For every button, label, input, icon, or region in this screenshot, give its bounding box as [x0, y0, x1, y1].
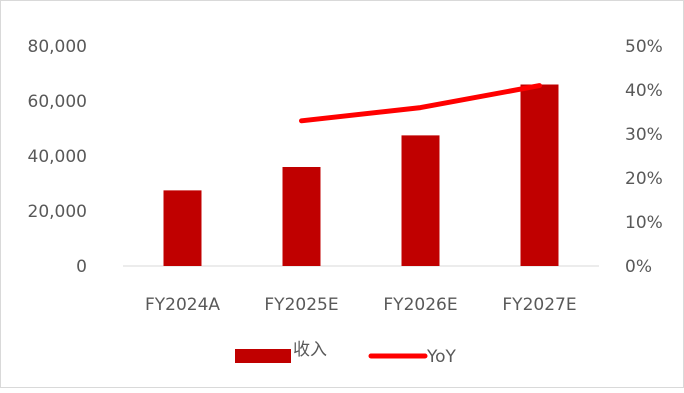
left-axis-tick-label: 0 — [76, 257, 87, 277]
x-axis-tick-label: FY2026E — [383, 295, 457, 315]
bar-fy2026e — [402, 135, 440, 266]
legend-label-revenue: 收入 — [293, 340, 327, 360]
right-axis-tick-label: 30% — [625, 125, 663, 145]
right-axis-tick-label: 40% — [625, 81, 663, 101]
bar-fy2027e — [521, 85, 559, 267]
bar-fy2025e — [283, 167, 321, 266]
right-axis-tick-label: 20% — [625, 169, 663, 189]
left-axis-tick-label: 20,000 — [28, 202, 87, 222]
left-axis-tick-label: 40,000 — [28, 147, 87, 167]
right-axis-tick-label: 0% — [625, 257, 652, 277]
x-axis-tick-label: FY2025E — [264, 295, 338, 315]
legend-swatch-revenue — [235, 349, 291, 363]
left-axis-tick-label: 60,000 — [28, 92, 87, 112]
x-axis-tick-label: FY2024A — [145, 295, 220, 315]
right-axis-tick-label: 10% — [625, 213, 663, 233]
x-axis-tick-label: FY2027E — [502, 295, 576, 315]
left-axis-tick-label: 80,000 — [28, 37, 87, 57]
right-axis-tick-label: 50% — [625, 37, 663, 57]
legend-label-yoy: YoY — [426, 347, 457, 367]
yoy-line — [302, 86, 540, 121]
bar-fy2024a — [164, 190, 202, 266]
